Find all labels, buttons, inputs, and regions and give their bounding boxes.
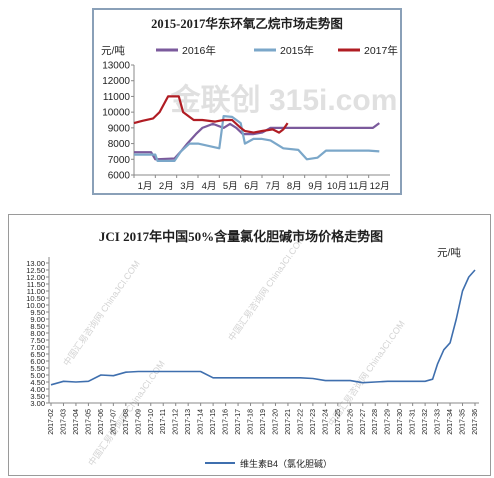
- chart2-x-tick-label: 2017-14: [198, 409, 205, 435]
- chart2-x-tick-label: 2017-24: [322, 409, 329, 435]
- chart2-x-tick-label: 2017-25: [335, 409, 342, 435]
- chart2-x-tick-label: 2017-33: [435, 409, 442, 435]
- chart1-y-tick-label: 9000: [108, 123, 131, 134]
- chart1-y-tick-label: 11000: [103, 92, 131, 103]
- chart2-x-tick-label: 2017-11: [160, 409, 167, 434]
- chart2-y-tick-label: 6.00: [30, 357, 45, 366]
- chart1-x-tick-label: 1月: [138, 181, 153, 192]
- epoxy-chart-svg: 金联创 315i.com 2015-2017华东环氧乙烷市场走势图 元/吨 60…: [101, 16, 398, 192]
- chart1-watermark: 金联创 315i.com: [170, 83, 398, 117]
- chart2-y-tick-label: 10.00: [26, 301, 45, 310]
- chart1-x-tick-label: 4月: [202, 181, 217, 192]
- chart2-x-tick-label: 2017-18: [248, 409, 255, 435]
- chart2-y-tick-label: 12.00: [26, 273, 45, 282]
- chart1-y-tick-label: 13000: [102, 61, 130, 72]
- chart2-series-line: [50, 269, 476, 386]
- chart1-series-line-2016年: [134, 122, 380, 161]
- chart2-x-tick-label: 2017-12: [173, 409, 180, 435]
- chart2-title: JCI 2017年中国50%含量氯化胆碱市场价格走势图: [99, 229, 383, 244]
- chart2-unit-label: 元/吨: [437, 246, 461, 259]
- chart1-y-tick-label: 7000: [108, 155, 131, 166]
- chart2-x-tick-label: 2017-10: [148, 409, 155, 435]
- chart1-legend-label: 2017年: [364, 44, 398, 57]
- chart2-x-tick-label: 2017-27: [360, 409, 367, 435]
- chart1-y-tick-label: 8000: [108, 139, 131, 150]
- chart1-x-tick-label: 11月: [349, 181, 368, 192]
- chart2-y-tick-label: 9.50: [30, 308, 45, 317]
- chart1-x-tick-label: 2月: [159, 181, 174, 192]
- chart2-y-tick-label: 3.50: [30, 392, 45, 401]
- chart2-x-tick-label: 2017-21: [285, 409, 292, 435]
- chart2-y-tick-label: 11.50: [27, 280, 45, 289]
- chart1-x-tick-label: 9月: [308, 181, 323, 192]
- chart2-x-tick-label: 2017-36: [472, 409, 479, 435]
- chart2-x-tick-label: 2017-31: [410, 409, 417, 435]
- chart1-x-tick-label: 7月: [266, 181, 281, 192]
- chart2-y-tick-label: 7.50: [30, 336, 45, 345]
- chart2-y-tick-label: 5.00: [30, 371, 45, 380]
- chart1-legend-label: 2016年: [182, 44, 216, 57]
- chart2-x-tick-label: 2017-23: [310, 409, 317, 435]
- chart2-y-tick-label: 11.00: [27, 287, 45, 296]
- chart1-legend-label: 2015年: [280, 44, 314, 57]
- chart2-y-tick-label: 4.50: [30, 378, 45, 387]
- chart2-watermark: 中国汇易咨询网 ChinaJCI.COM: [225, 233, 306, 343]
- chart2-x-tick-label: 2017-07: [110, 409, 117, 435]
- chart1-x-tick-label: 8月: [287, 181, 302, 192]
- chart2-x-tick-label: 2017-34: [447, 409, 454, 435]
- chart1-y-tick-label: 6000: [108, 171, 131, 182]
- chart2-x-tick-label: 2017-29: [385, 409, 392, 435]
- choline-chart-panel: 中国汇易咨询网 ChinaJCI.COM 中国汇易咨询网 ChinaJCI.COM…: [8, 214, 491, 476]
- chart1-x-tick-label: 12月: [370, 181, 390, 192]
- chart1-x-tick-label: 3月: [180, 181, 195, 192]
- chart2-y-tick-label: 6.50: [30, 350, 45, 359]
- chart2-x-tick-label: 2017-02: [48, 409, 55, 435]
- chart2-watermark: 中国汇易咨询网 ChinaJCI.COM: [60, 258, 141, 368]
- chart2-x-tick-label: 2017-30: [397, 409, 404, 435]
- chart2-y-tick-label: 13.00: [26, 259, 45, 268]
- chart2-y-tick-label: 4.00: [30, 385, 45, 394]
- chart1-y-tick-label: 12000: [102, 76, 130, 87]
- chart2-x-tick-label: 2017-17: [235, 409, 242, 435]
- chart2-y-tick-label: 10.50: [26, 294, 45, 303]
- chart2-y-tick-label: 8.50: [30, 322, 45, 331]
- chart2-y-tick-label: 5.50: [30, 364, 45, 373]
- chart1-x-tick-label: 10月: [327, 181, 347, 192]
- chart2-x-tick-label: 2017-03: [60, 409, 67, 435]
- chart1-series-line-2015年: [134, 115, 380, 162]
- chart2-x-tick-label: 2017-04: [73, 409, 80, 435]
- choline-chart-svg: 中国汇易咨询网 ChinaJCI.COM 中国汇易咨询网 ChinaJCI.COM…: [26, 229, 479, 469]
- chart2-x-tick-label: 2017-28: [372, 409, 379, 435]
- chart2-x-tick-label: 2017-26: [347, 409, 354, 435]
- chart1-x-tick-label: 5月: [223, 181, 238, 192]
- chart2-x-tick-label: 2017-32: [422, 409, 429, 435]
- chart1-title: 2015-2017华东环氧乙烷市场走势图: [151, 16, 343, 31]
- chart2-y-tick-label: 9.00: [30, 315, 45, 324]
- chart2-y-tick-label: 8.00: [30, 329, 45, 338]
- chart2-x-tick-label: 2017-06: [98, 409, 105, 435]
- chart2-x-tick-label: 2017-19: [260, 409, 267, 435]
- chart2-y-tick-label: 3.00: [30, 399, 45, 408]
- chart2-x-tick-label: 2017-22: [297, 409, 304, 435]
- chart2-x-tick-label: 2017-08: [123, 409, 130, 435]
- chart2-x-tick-label: 2017-35: [460, 409, 467, 435]
- chart1-unit-label: 元/吨: [101, 44, 125, 57]
- chart2-legend-label: 维生素B4（氯化胆碱）: [240, 458, 332, 469]
- chart2-x-tick-label: 2017-09: [135, 409, 142, 435]
- chart2-y-tick-label: 7.00: [30, 343, 45, 352]
- epoxy-chart-panel: 金联创 315i.com 2015-2017华东环氧乙烷市场走势图 元/吨 60…: [92, 8, 402, 195]
- chart2-x-tick-label: 2017-16: [223, 409, 230, 435]
- chart2-y-tick-label: 12.50: [26, 266, 45, 275]
- chart2-x-tick-label: 2017-13: [185, 409, 192, 435]
- chart1-x-tick-label: 6月: [244, 181, 259, 192]
- chart2-x-tick-label: 2017-15: [210, 409, 217, 435]
- chart1-y-tick-label: 10000: [102, 108, 130, 119]
- chart1-series-line-2017年: [133, 95, 289, 134]
- chart2-x-tick-label: 2017-20: [272, 409, 279, 435]
- chart2-x-tick-label: 2017-05: [85, 409, 92, 435]
